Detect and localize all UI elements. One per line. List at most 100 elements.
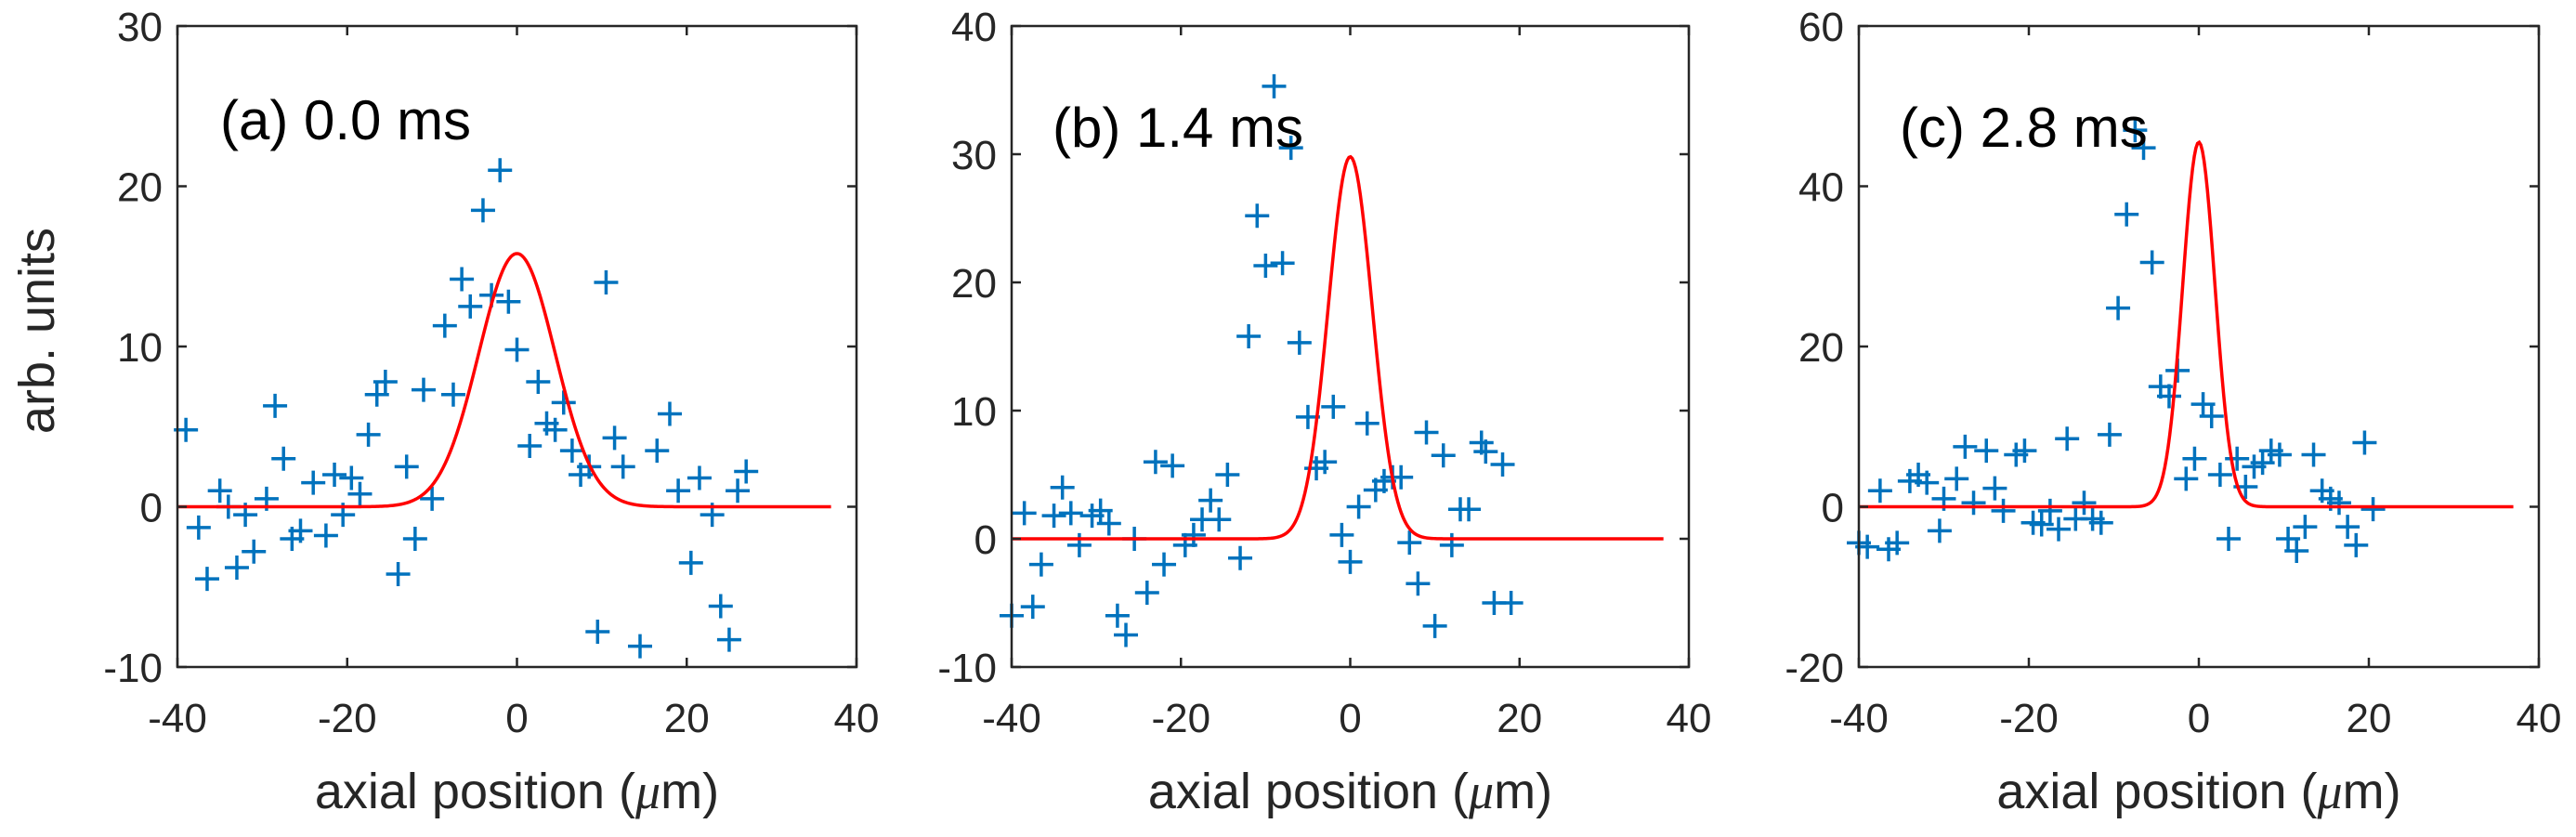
data-point — [432, 313, 457, 338]
data-point — [1867, 478, 1892, 504]
data-point — [2123, 118, 2148, 143]
data-point — [339, 465, 364, 490]
data-point — [224, 556, 249, 581]
data-point — [1991, 498, 2016, 523]
data-point — [288, 518, 313, 543]
y-tick-label: 60 — [1798, 5, 1844, 50]
data-point — [1253, 254, 1278, 279]
data-point — [186, 515, 211, 540]
data-point — [1473, 439, 1498, 464]
y-tick-label: 20 — [951, 261, 997, 307]
y-tick-label: 30 — [117, 5, 163, 50]
data-point — [2199, 404, 2224, 429]
data-point — [2335, 515, 2360, 540]
data-point — [678, 550, 703, 575]
data-point — [1498, 591, 1523, 615]
data-points — [1000, 73, 1523, 647]
y-tick-labels: -20 0 20 40 60 — [1785, 5, 1844, 691]
data-point — [194, 567, 219, 592]
data-point — [1397, 530, 1422, 556]
data-point — [364, 382, 389, 407]
data-point — [1088, 498, 1113, 523]
x-tick-label: -40 — [148, 696, 207, 741]
y-tick-label: 20 — [117, 165, 163, 211]
data-point — [2326, 490, 2351, 516]
data-point — [1262, 73, 1287, 98]
data-point — [1143, 450, 1168, 475]
data-point — [2114, 202, 2139, 227]
data-point — [2182, 446, 2207, 471]
data-point — [610, 454, 635, 479]
data-point — [1236, 323, 1262, 348]
data-point — [1028, 552, 1053, 577]
x-tick-label: 0 — [2188, 696, 2210, 741]
data-point — [263, 393, 288, 418]
data-point — [2139, 250, 2164, 275]
data-point — [585, 620, 610, 645]
data-point — [1313, 450, 1338, 475]
data-point — [242, 539, 267, 564]
data-point — [504, 337, 530, 362]
data-point — [1439, 532, 1464, 557]
x-tick-labels: -40 -20 0 20 40 — [1829, 696, 2561, 741]
y-tick-label: 30 — [951, 133, 997, 178]
data-point — [1354, 411, 1380, 436]
y-tick-label: 40 — [1798, 165, 1844, 211]
data-point — [271, 446, 296, 471]
x-tick-label: -40 — [1829, 696, 1889, 741]
data-point — [301, 470, 326, 495]
fit-curve — [177, 252, 831, 509]
x-tick-label: 0 — [1339, 696, 1361, 741]
data-point — [1050, 475, 1075, 500]
data-point — [2225, 446, 2250, 471]
data-point — [2352, 430, 2377, 455]
data-point — [2267, 442, 2292, 467]
data-point — [1134, 580, 1159, 605]
data-point — [2037, 498, 2062, 523]
x-axis-label: axial position (μm) — [315, 764, 719, 819]
y-tick-label: 0 — [1822, 486, 1844, 531]
data-point — [458, 294, 483, 319]
y-tick-label: -20 — [1785, 646, 1844, 691]
data-point — [1422, 613, 1447, 638]
panel-title: (c) 2.8 ms — [1900, 97, 2148, 159]
data-point — [543, 417, 568, 442]
data-point — [1982, 476, 2007, 501]
data-point — [386, 561, 411, 586]
data-point — [1160, 453, 1185, 478]
data-point — [1105, 603, 1130, 628]
data-point — [2046, 517, 2072, 542]
data-point — [496, 289, 521, 314]
x-tick-label: -20 — [1999, 696, 2059, 741]
data-point — [2097, 422, 2122, 447]
x-axis-label: axial position (μm) — [1148, 764, 1552, 819]
data-point — [2207, 463, 2232, 487]
data-point — [2029, 512, 2054, 537]
data-point — [2344, 532, 2369, 557]
data-point — [2156, 384, 2181, 409]
data-point — [1270, 251, 1295, 276]
x-axis-label: axial position (μm) — [1996, 764, 2400, 819]
data-point — [602, 425, 627, 451]
panel-title: (a) 0.0 ms — [220, 89, 471, 151]
data-point — [551, 390, 576, 415]
y-tick-label: 0 — [140, 486, 163, 531]
data-point — [470, 198, 495, 223]
data-point — [2055, 426, 2080, 451]
data-point — [1114, 622, 1139, 647]
x-tick-label: 40 — [834, 696, 880, 741]
data-point — [1287, 330, 1312, 355]
data-point — [1096, 511, 1121, 536]
x-tick-label: -40 — [982, 696, 1041, 741]
data-point — [420, 486, 445, 511]
data-point — [2216, 527, 2242, 551]
data-point — [1953, 434, 1978, 459]
data-point — [2284, 538, 2309, 563]
tick-marks — [1010, 24, 1691, 669]
x-tick-label: 20 — [2347, 696, 2392, 741]
data-point — [2088, 510, 2113, 535]
data-point — [526, 369, 551, 394]
data-point — [1278, 136, 1303, 161]
data-point — [1915, 470, 1940, 495]
data-point — [1058, 501, 1083, 526]
